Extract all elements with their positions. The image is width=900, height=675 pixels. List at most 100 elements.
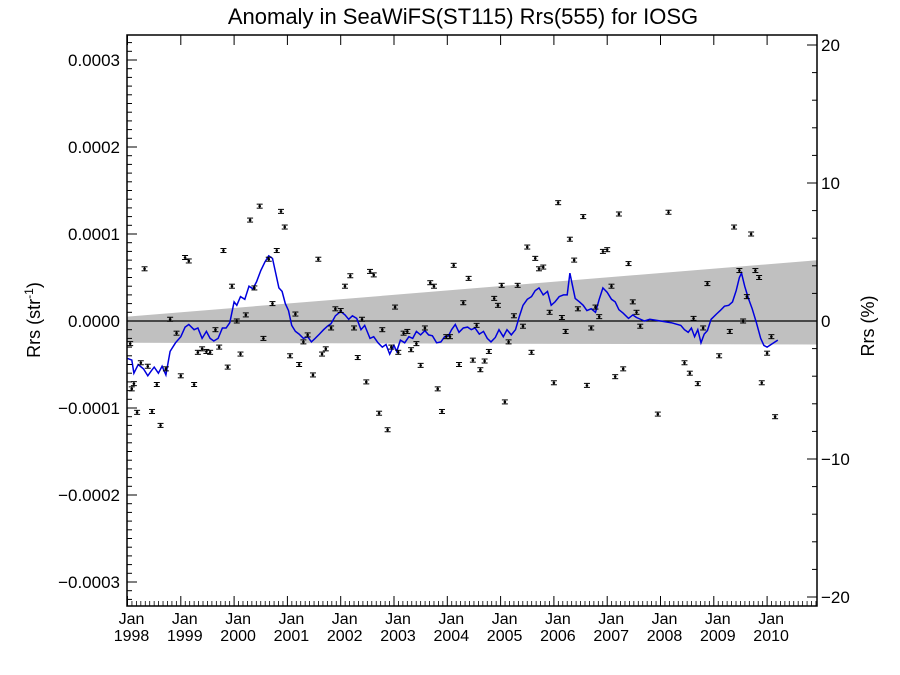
point-marker (155, 383, 159, 386)
point-marker (507, 340, 510, 344)
data-point (686, 370, 693, 376)
data-point (450, 262, 457, 268)
data-point (392, 304, 399, 310)
data-point (388, 344, 395, 350)
point-marker (196, 351, 200, 354)
point-marker (348, 274, 352, 278)
point-marker (631, 300, 635, 304)
point-marker (436, 387, 440, 391)
x-tick-month: Jan (545, 611, 571, 628)
data-point (194, 349, 201, 355)
data-point (694, 381, 701, 387)
point-marker (275, 249, 279, 252)
point-marker (150, 410, 154, 413)
point-marker (380, 328, 384, 332)
point-marker (749, 232, 753, 236)
data-point (292, 311, 299, 317)
data-point (427, 280, 434, 286)
point-marker (496, 304, 500, 307)
y-tick-label: −0.0003 (58, 573, 120, 592)
data-point (726, 328, 733, 334)
data-point (599, 248, 606, 254)
point-marker (548, 311, 551, 314)
data-point (481, 358, 488, 364)
point-marker (279, 210, 283, 213)
point-marker (585, 384, 589, 387)
y-tick-label: 0.0003 (68, 51, 120, 70)
data-point (596, 314, 603, 320)
point-marker (541, 265, 545, 269)
data-point (465, 275, 472, 281)
data-point (768, 334, 775, 340)
point-marker (572, 258, 576, 262)
point-marker (728, 330, 732, 333)
data-point (620, 366, 627, 372)
point-marker (187, 259, 191, 263)
x-tick-year: 2005 (487, 628, 523, 645)
data-point (287, 353, 294, 359)
x-tick-year: 2003 (380, 628, 416, 645)
y-tick-label: −0.0002 (58, 486, 120, 505)
y-tick-label: −0.0001 (58, 399, 120, 418)
point-marker (248, 218, 252, 222)
point-marker (372, 273, 376, 277)
data-point (207, 349, 214, 355)
data-point (251, 285, 258, 291)
data-point (625, 261, 632, 267)
point-marker (613, 375, 617, 378)
x-tick-year: 1999 (167, 628, 203, 645)
point-marker (306, 333, 309, 337)
point-marker (423, 326, 427, 330)
y-tick-label: 0.0002 (68, 138, 120, 157)
x-tick-month: Jan (492, 611, 518, 628)
right-axis-title: Rrs (%) (858, 296, 878, 357)
point-marker (452, 264, 455, 267)
data-point (256, 203, 263, 209)
point-marker (533, 257, 537, 260)
y2-tick-label: 10 (821, 174, 840, 193)
data-point (546, 309, 553, 315)
data-point (748, 231, 755, 237)
data-point (162, 366, 169, 372)
data-point (629, 299, 636, 305)
x-tick-month: Jan (598, 611, 624, 628)
point-marker (205, 350, 208, 353)
point-marker (471, 358, 475, 362)
point-marker (492, 297, 496, 300)
data-point (379, 327, 386, 333)
point-marker (135, 411, 139, 414)
point-marker (696, 382, 700, 385)
data-point (510, 313, 517, 319)
point-marker (512, 314, 516, 318)
data-point (583, 382, 590, 388)
point-marker (500, 284, 503, 287)
point-marker (556, 201, 560, 204)
data-point (351, 325, 358, 331)
point-marker (192, 383, 196, 386)
point-marker (552, 381, 556, 385)
smoothed-anomaly-line (127, 254, 779, 378)
point-marker (581, 215, 585, 218)
data-point (558, 315, 565, 321)
point-marker (271, 302, 274, 305)
data-point (354, 355, 361, 361)
point-marker (352, 326, 356, 330)
y2-tick-label: −20 (821, 588, 850, 607)
data-point (700, 325, 707, 331)
point-marker (343, 284, 347, 288)
data-point (199, 346, 206, 352)
trend-confidence-band (127, 260, 817, 345)
data-point (203, 348, 210, 354)
data-point (571, 257, 578, 263)
point-marker (230, 284, 234, 288)
data-point (681, 360, 688, 366)
data-point (413, 341, 420, 347)
data-point (408, 347, 415, 353)
data-point (430, 283, 437, 289)
data-point (731, 224, 738, 230)
point-marker (667, 210, 670, 214)
x-axis: Jan1998Jan1999Jan2000Jan2001Jan2002Jan20… (114, 35, 817, 645)
point-marker (132, 382, 136, 385)
data-point (550, 380, 557, 386)
data-point (740, 318, 747, 324)
